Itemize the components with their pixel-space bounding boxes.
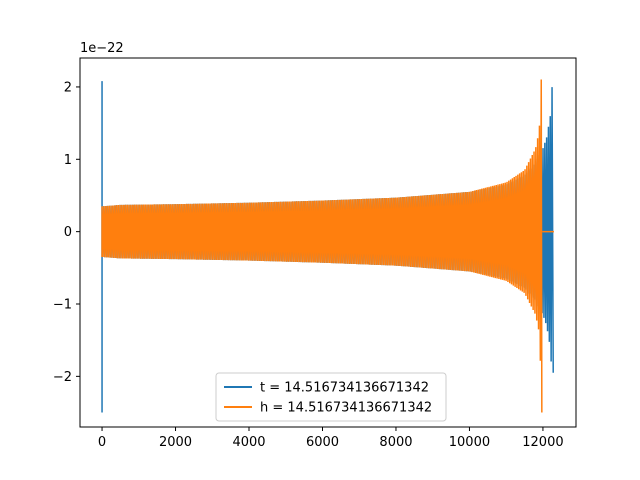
legend-box xyxy=(215,372,447,422)
y-tick-label: 1 xyxy=(64,153,72,168)
y-tick-label: −2 xyxy=(53,370,72,385)
x-tick-label: 12000 xyxy=(522,435,563,450)
y-tick-label: 2 xyxy=(64,80,72,95)
y-offset-label: 1e−22 xyxy=(80,41,124,56)
x-tick-label: 8000 xyxy=(379,435,412,450)
y-axis: −2 −1 0 1 2 xyxy=(53,80,80,385)
legend-label-0: t = 14.516734136671342 xyxy=(260,381,429,396)
legend-label-1: h = 14.516734136671342 xyxy=(260,401,432,416)
x-tick-label: 0 xyxy=(98,435,106,450)
legend: t = 14.516734136671342 h = 14.51673413667… xyxy=(215,372,447,422)
plot-area xyxy=(101,79,554,413)
axes-frame xyxy=(79,57,577,428)
series-path-1 xyxy=(101,79,543,413)
x-axis: 0 2000 4000 6000 8000 10000 12000 xyxy=(98,427,564,450)
x-tick-label: 2000 xyxy=(159,435,192,450)
x-tick-label: 10000 xyxy=(449,435,490,450)
y-tick-label: 0 xyxy=(64,225,72,240)
y-tick-label: −1 xyxy=(53,298,72,313)
series-line-1 xyxy=(101,79,554,413)
x-tick-label: 6000 xyxy=(306,435,339,450)
x-tick-label: 4000 xyxy=(232,435,265,450)
